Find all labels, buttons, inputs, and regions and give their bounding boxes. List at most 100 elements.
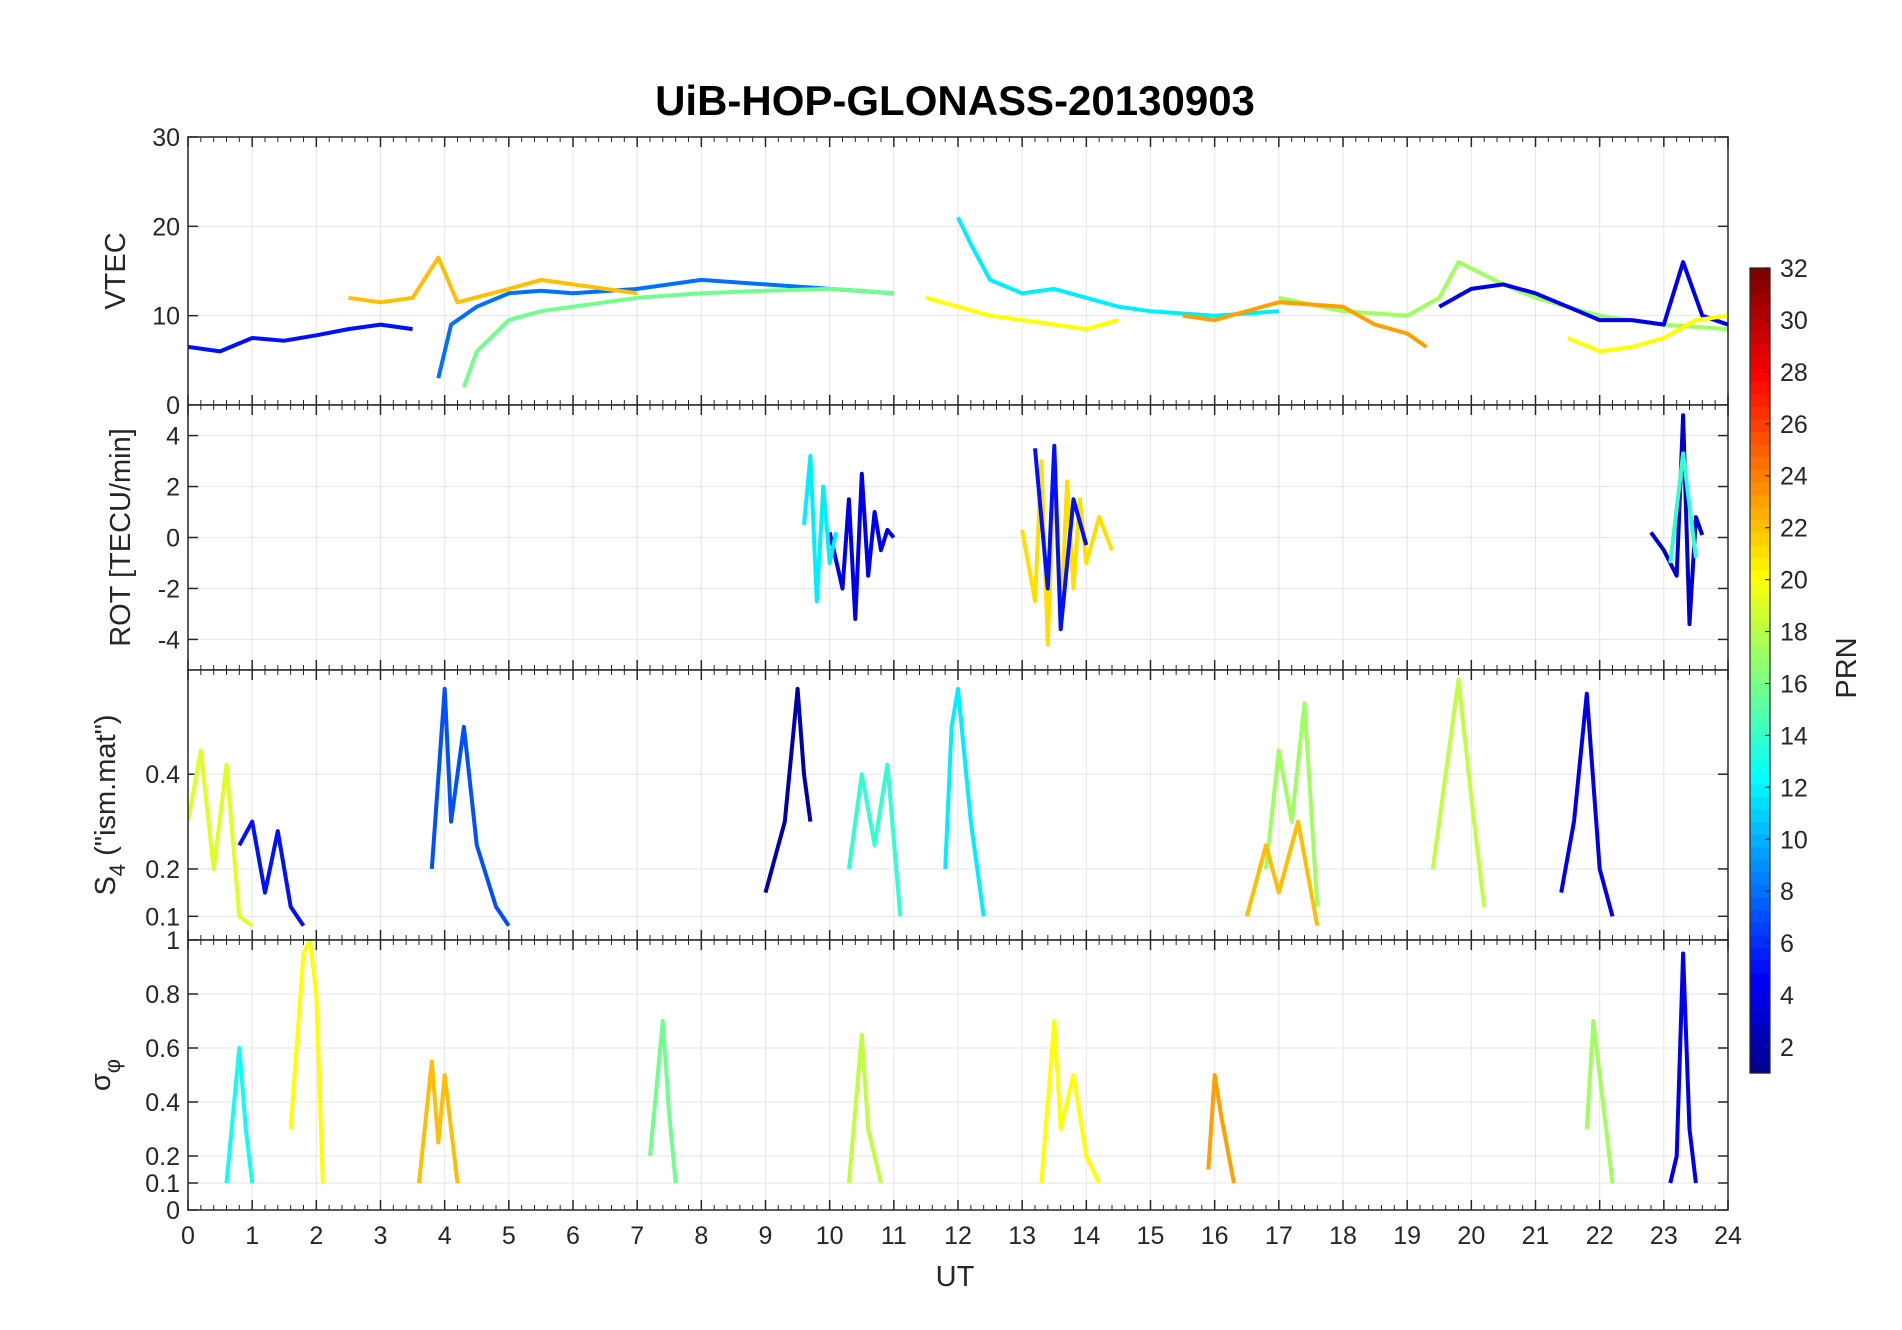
panel-vtec: 0 10 20 30 VTEC: [100, 124, 1729, 420]
x-tick-label-15: 15: [1137, 1222, 1165, 1250]
colorbar-segment-5: [1750, 997, 1770, 1011]
vtec-ytick-label-0: 0: [166, 392, 180, 420]
x-tick-label-24: 24: [1714, 1222, 1742, 1250]
s4-series-prn-4-8: [1559, 691, 1615, 917]
colorbar-segment-10: [1750, 934, 1770, 948]
colorbar-segment-0: [1750, 1060, 1770, 1074]
colorbar-tick-label-7: 16: [1780, 670, 1808, 698]
rot-series-prn-4-0: [827, 471, 896, 621]
vtec-series-prn-5-0: [188, 322, 413, 354]
rot-ylabel: ROT [TECU/min]: [105, 428, 137, 647]
rot-ytick-label-3: 2: [166, 474, 180, 502]
colorbar-tick-label-8: 18: [1780, 619, 1808, 647]
colorbar-segment-35: [1750, 620, 1770, 634]
colorbar-segment-60: [1750, 305, 1770, 319]
colorbar-tick-label-9: 20: [1780, 567, 1808, 595]
sigma-series-prn-4-8: [1668, 951, 1698, 1184]
sigma-series-prn-23-6: [1206, 1073, 1236, 1184]
colorbar-segment-54: [1750, 381, 1770, 395]
x-tick-label-4: 4: [438, 1222, 452, 1250]
colorbar-segment-33: [1750, 645, 1770, 659]
rot-ytick-label-4: 4: [166, 423, 180, 451]
colorbar-segment-16: [1750, 859, 1770, 873]
colorbar-tick-label-15: 32: [1780, 255, 1808, 283]
colorbar-segment-61: [1750, 293, 1770, 307]
vtec-ytick-label-3: 30: [152, 124, 180, 152]
x-tick-label-1: 1: [245, 1222, 259, 1250]
colorbar-segment-7: [1750, 972, 1770, 986]
colorbar-segment-48: [1750, 456, 1770, 470]
sigma-ytick-label-4: 0.6: [145, 1035, 180, 1063]
vtec-series-prn-23-8: [1182, 300, 1428, 349]
sigma-ylabel: σφ: [85, 1059, 125, 1091]
colorbar-segment-28: [1750, 708, 1770, 722]
x-tick-label-8: 8: [694, 1222, 708, 1250]
x-tick-label-7: 7: [630, 1222, 644, 1250]
sigma-ytick-label-5: 0.8: [145, 981, 180, 1009]
s4-series-prn-2-3: [763, 686, 813, 894]
sigma-axes-box: [187, 939, 1729, 1211]
x-tick-label-20: 20: [1457, 1222, 1485, 1250]
s4-series-prn-12-5: [943, 686, 986, 917]
s4-series-prn-17-6: [1264, 701, 1320, 907]
s4-ytick-label-0: 0.1: [145, 903, 180, 931]
colorbar-segment-59: [1750, 318, 1770, 332]
x-tick-label-21: 21: [1522, 1222, 1550, 1250]
colorbar-segment-12: [1750, 909, 1770, 923]
colorbar-segment-4: [1750, 1010, 1770, 1024]
colorbar-segment-1: [1750, 1047, 1770, 1062]
colorbar-tick-label-13: 28: [1780, 359, 1808, 387]
colorbar-segment-21: [1750, 796, 1770, 810]
x-tick-label-3: 3: [374, 1222, 388, 1250]
sigma-series-prn-17-7: [1584, 1019, 1615, 1184]
colorbar-segment-51: [1750, 418, 1770, 433]
sigma-ytick-label-1: 0.1: [145, 1170, 180, 1198]
colorbar-segment-31: [1750, 670, 1770, 684]
s4-series-group: [188, 677, 1615, 928]
colorbar-segment-8: [1750, 959, 1770, 973]
colorbar-segment-11: [1750, 922, 1770, 936]
colorbar-segment-13: [1750, 896, 1770, 911]
x-tick-label-18: 18: [1329, 1222, 1357, 1250]
x-tick-label-9: 9: [759, 1222, 773, 1250]
colorbar-tick-label-14: 30: [1780, 307, 1808, 335]
x-tick-label-23: 23: [1650, 1222, 1678, 1250]
colorbar-frame: [1749, 267, 1771, 1074]
sigma-series-prn-22-2: [417, 1059, 460, 1184]
colorbar-segment-57: [1750, 343, 1770, 357]
colorbar-segment-14: [1750, 884, 1770, 898]
s4-series-prn-5-1: [237, 819, 306, 927]
colorbar-segment-42: [1750, 532, 1770, 546]
panel-rot: -4 -2 0 2 4 ROT [TECU/min]: [105, 404, 1729, 671]
s4-ytick-label-1: 0.2: [145, 856, 180, 884]
x-axis-label: UT: [936, 1261, 975, 1293]
colorbar-segment-44: [1750, 506, 1770, 521]
panel-s4: 0.1 0.2 0.4 S4 ("ism.mat"): [90, 669, 1729, 941]
vtec-series-prn-12-4: [956, 216, 1279, 318]
x-tick-label-12: 12: [944, 1222, 972, 1250]
colorbar-tick-label-3: 8: [1780, 878, 1794, 906]
rot-series-prn-5-3: [1033, 443, 1089, 632]
panel-sigma: 00.10.2 0.4 0.6 0.8 1 σφ: [85, 927, 1729, 1225]
colorbar-tick-label-1: 4: [1780, 982, 1794, 1010]
rot-series-prn-12-1: [802, 454, 839, 604]
x-tick-label-0: 0: [181, 1222, 195, 1250]
rot-ytick-label-2: 0: [166, 525, 180, 553]
s4-series-prn-22-9: [1244, 819, 1320, 927]
colorbar-segment-62: [1750, 280, 1770, 294]
x-tick-label-17: 17: [1265, 1222, 1293, 1250]
x-tick-label-13: 13: [1008, 1222, 1036, 1250]
sigma-ytick-label-3: 0.4: [145, 1089, 180, 1117]
chart-title: UiB-HOP-GLONASS-20130903: [655, 77, 1255, 124]
s4-ytick-label-2: 0.4: [145, 761, 180, 789]
colorbar-segment-24: [1750, 758, 1770, 772]
colorbar-segment-55: [1750, 368, 1770, 382]
colorbar-segment-17: [1750, 846, 1770, 860]
colorbar-tick-label-5: 12: [1780, 774, 1808, 802]
colorbar-segment-43: [1750, 519, 1770, 533]
colorbar-segment-36: [1750, 607, 1770, 621]
colorbar-segment-47: [1750, 469, 1770, 483]
vtec-ytick-label-1: 10: [152, 303, 180, 331]
